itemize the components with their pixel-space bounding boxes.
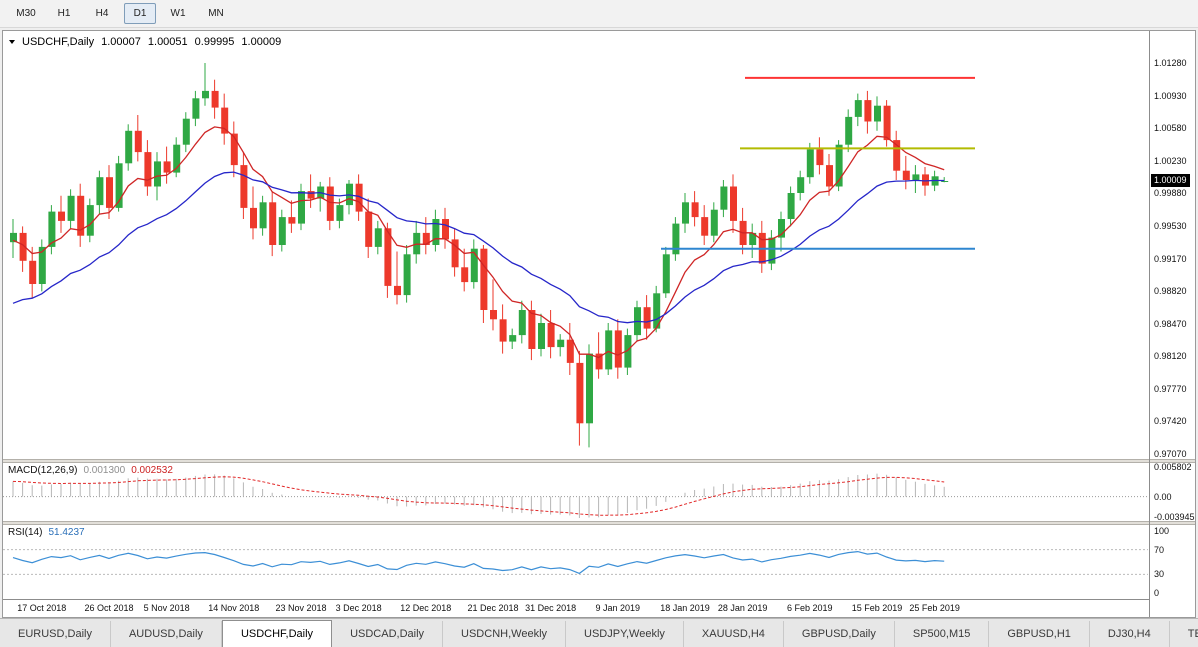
chart-tab-tech100[interactable]: TECH100,H1 bbox=[1170, 621, 1198, 647]
price-axis-label: 0.98120 bbox=[1154, 351, 1187, 362]
rsi-svg bbox=[3, 549, 1148, 575]
chart-window: USDCHF,Daily 1.00007 1.00051 0.99995 1.0… bbox=[2, 30, 1196, 618]
date-axis[interactable]: 17 Oct 2018 26 Oct 2018 5 Nov 2018 14 Nov 2… bbox=[3, 599, 1149, 617]
macd-signal-value: 0.002532 bbox=[131, 465, 173, 476]
date-axis-tick: 14 Nov 2018 bbox=[208, 603, 260, 613]
ohlc-low-value: 0.99995 bbox=[194, 36, 235, 48]
date-axis-tick: 17 Oct 2018 bbox=[17, 603, 67, 613]
macd-axis: 0.005802 0.00 -0.003945 bbox=[1151, 462, 1195, 522]
price-axis-label: 0.99170 bbox=[1154, 253, 1187, 264]
date-axis-tick: 6 Feb 2019 bbox=[787, 603, 833, 613]
chart-tab-sp500[interactable]: SP500,M15 bbox=[895, 621, 990, 647]
price-axis-label: 0.99530 bbox=[1154, 220, 1187, 231]
macd-axis-label: -0.003945 bbox=[1154, 511, 1195, 522]
price-axis-label: 0.98470 bbox=[1154, 318, 1187, 329]
chart-tab-dj30[interactable]: DJ30,H4 bbox=[1090, 621, 1170, 647]
rsi-pane[interactable]: RSI(14) 51.4237 bbox=[3, 525, 1149, 599]
price-axis-label: 1.00580 bbox=[1154, 123, 1187, 133]
date-axis-tick: 21 Dec 2018 bbox=[467, 603, 519, 613]
rsi-label: RSI(14) 51.4237 bbox=[8, 527, 85, 538]
price-axis-label: 0.97420 bbox=[1154, 416, 1187, 427]
chart-menu-arrow-icon[interactable] bbox=[9, 40, 15, 44]
rsi-line bbox=[12, 550, 945, 575]
rsi-axis-label: 70 bbox=[1154, 544, 1165, 555]
price-axis-label: 1.00230 bbox=[1154, 155, 1187, 166]
tab-bar: EURUSD,Daily AUDUSD,Daily USDCHF,Daily USDC… bbox=[0, 618, 1198, 647]
timeframe-button-h1[interactable]: H1 bbox=[57, 8, 71, 19]
date-axis-tick: 9 Jan 2019 bbox=[595, 603, 641, 613]
macd-indicator-name: MACD(12,26,9) bbox=[8, 465, 78, 476]
chart-tab-usdjpy[interactable]: USDJPY,Weekly bbox=[566, 621, 684, 647]
chart-tab-xauusd[interactable]: XAUUSD,H4 bbox=[684, 621, 784, 647]
date-axis-tick: 5 Nov 2018 bbox=[143, 603, 190, 613]
ohlc-open-value: 1.00007 bbox=[101, 36, 141, 48]
date-axis-tick: 12 Dec 2018 bbox=[400, 603, 452, 613]
pane-divider-macd[interactable] bbox=[3, 459, 1195, 463]
date-axis-tick: 31 Dec 2018 bbox=[525, 603, 577, 613]
chart-tab-usdchf[interactable]: USDCHF,Daily bbox=[221, 620, 333, 647]
price-axis-label: 1.01280 bbox=[1154, 58, 1187, 68]
chart-tab-gbpusd[interactable]: GBPUSD,H1 bbox=[989, 621, 1090, 647]
date-axis-tick: 26 Oct 2018 bbox=[84, 603, 134, 613]
timeframe-button-d1[interactable]: D1 bbox=[124, 3, 156, 24]
price-chart-svg bbox=[10, 63, 975, 448]
axis-separator bbox=[1149, 31, 1150, 617]
chart-symbol-label: USDCHF,Daily bbox=[22, 36, 95, 48]
macd-signal-line bbox=[12, 476, 945, 516]
price-axis[interactable]: 1.01280 1.00930 1.00580 1.00230 0.99880 0.995… bbox=[1151, 31, 1195, 459]
date-axis-tick: 23 Nov 2018 bbox=[275, 603, 327, 613]
macd-label: MACD(12,26,9) 0.001300 0.002532 bbox=[8, 465, 173, 476]
timeframe-button-h4[interactable]: H4 bbox=[95, 8, 109, 19]
chart-tab-usdcad[interactable]: USDCAD,Daily bbox=[332, 621, 444, 647]
chart-tab-eurusd[interactable]: EURUSD,Daily bbox=[0, 621, 111, 647]
candlestick-series bbox=[10, 63, 949, 448]
rsi-axis-label: 100 bbox=[1154, 526, 1170, 536]
rsi-indicator-name: RSI(14) bbox=[8, 527, 43, 538]
price-chart-pane[interactable]: USDCHF,Daily 1.00007 1.00051 0.99995 1.0… bbox=[3, 31, 1149, 459]
rsi-axis-label: 30 bbox=[1154, 569, 1165, 580]
ma-slow-blue bbox=[12, 171, 945, 324]
macd-pane[interactable]: MACD(12,26,9) 0.001300 0.002532 bbox=[3, 463, 1149, 521]
date-axis-tick: 3 Dec 2018 bbox=[335, 603, 382, 613]
rsi-value: 51.4237 bbox=[48, 527, 85, 538]
ohlc-high-value: 1.00051 bbox=[147, 36, 188, 48]
price-axis-label: 0.97070 bbox=[1154, 448, 1187, 459]
macd-axis-label: 0.00 bbox=[1154, 491, 1172, 502]
date-axis-tick: 15 Feb 2019 bbox=[851, 603, 903, 613]
date-axis-tick: 28 Jan 2019 bbox=[717, 603, 768, 613]
pane-divider-rsi[interactable] bbox=[3, 521, 1195, 525]
timeframe-button-w1[interactable]: W1 bbox=[170, 8, 186, 19]
price-axis-label: 0.98820 bbox=[1154, 286, 1187, 297]
timeframe-toolbar: M30 H1 H4 D1 W1 MN bbox=[0, 0, 1198, 28]
date-axis-tick: 18 Jan 2019 bbox=[660, 603, 710, 613]
chart-tab-usdcnh[interactable]: USDCNH,Weekly bbox=[443, 621, 567, 647]
current-price-tag: 1.00009 bbox=[1151, 174, 1190, 187]
date-axis-tick: 25 Feb 2019 bbox=[909, 603, 960, 613]
ohlc-close-value: 1.00009 bbox=[241, 36, 282, 48]
price-axis-label: 0.97770 bbox=[1154, 383, 1187, 394]
macd-axis-label: 0.005802 bbox=[1154, 462, 1192, 472]
rsi-axis: 100 70 30 0 bbox=[1151, 525, 1195, 599]
timeframe-button-m30[interactable]: M30 bbox=[16, 8, 36, 19]
rsi-axis-label: 0 bbox=[1154, 588, 1160, 598]
price-axis-label: 1.00930 bbox=[1154, 90, 1187, 101]
macd-main-value: 0.001300 bbox=[83, 465, 126, 476]
macd-svg bbox=[3, 473, 1148, 518]
chart-title: USDCHF,Daily 1.00007 1.00051 0.99995 1.0… bbox=[9, 36, 281, 48]
timeframe-button-mn[interactable]: MN bbox=[208, 8, 224, 19]
ma-fast-red bbox=[12, 126, 945, 359]
macd-histogram bbox=[12, 473, 945, 518]
chart-tab-audusd[interactable]: AUDUSD,Daily bbox=[111, 621, 222, 647]
chart-tab-gbpusd[interactable]: GBPUSD,Daily bbox=[784, 621, 895, 647]
price-axis-label: 0.99880 bbox=[1154, 188, 1187, 198]
